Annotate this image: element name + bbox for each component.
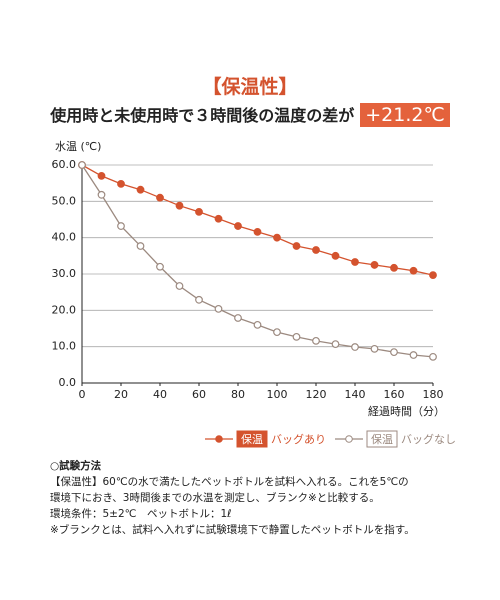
legend-badge-text: 保温: [371, 432, 393, 446]
point: [312, 336, 320, 345]
x-tick-label: 160: [384, 388, 405, 401]
x-tick-label: 180: [423, 388, 444, 401]
legend-badge-text: 保温: [241, 432, 263, 446]
series-line: [81, 164, 434, 276]
y-axis-label: 水温 (℃): [55, 140, 101, 153]
point: [156, 262, 164, 271]
point: [195, 295, 203, 304]
point: [175, 201, 184, 210]
point: [429, 271, 437, 279]
point: [273, 233, 281, 242]
point: [234, 222, 242, 230]
x-tick-label: 40: [153, 388, 167, 401]
point: [253, 227, 262, 236]
point: [409, 266, 418, 275]
point: [214, 214, 223, 223]
point: [409, 351, 418, 359]
point: [370, 344, 379, 353]
x-tick-label: 0: [79, 388, 86, 401]
point: [175, 282, 184, 290]
legend-badge: [366, 430, 398, 448]
legend-marker: [345, 435, 353, 443]
subtitle: 使用時と未使用時で３時間後の温度の差が: [50, 106, 355, 125]
point: [312, 246, 320, 254]
point: [273, 328, 281, 337]
notes-title: ○試験方法: [50, 460, 102, 472]
y-tick-label: 50.0: [52, 194, 77, 207]
point: [117, 179, 125, 188]
point: [195, 207, 203, 216]
legend-badge: [236, 430, 268, 448]
point: [136, 242, 145, 250]
point: [351, 258, 359, 266]
point: [292, 242, 301, 250]
point: [214, 304, 223, 313]
legend-label: バッグなし: [401, 432, 456, 446]
notes-line: 【保温性】60℃の水で満たしたペットボトルを試料へ入れる。これを5℃の: [50, 476, 409, 488]
point: [390, 263, 398, 272]
x-tick-label: 120: [306, 388, 327, 401]
y-tick-label: 10.0: [52, 340, 77, 353]
x-axis-label: 経過時間（分）: [368, 405, 445, 418]
chart: 水温 (℃) 経過時間（分） 0.0 10.0 20.0 30.0 40.0 50.0 60.0…: [52, 140, 456, 448]
notes-line: 環境条件：5±2℃ ペットボトル：1ℓ: [50, 508, 232, 520]
y-tick-label: 30.0: [52, 267, 77, 280]
x-tick-label: 80: [231, 388, 245, 401]
legend-label: バッグあり: [271, 432, 326, 446]
point: [292, 332, 301, 341]
point: [117, 222, 125, 230]
title: 【保温性】: [202, 76, 298, 98]
point: [156, 193, 164, 202]
y-tick-label: 0.0: [59, 376, 77, 389]
point: [234, 314, 242, 322]
point: [253, 320, 262, 329]
highlight: +21.2℃: [360, 103, 450, 127]
x-tick-label: 60: [192, 388, 206, 401]
y-tick-label: 40.0: [52, 231, 77, 244]
point: [331, 251, 340, 260]
point: [331, 340, 340, 349]
point: [429, 352, 437, 361]
notes-line: ※ブランクとは、試料へ入れずに試験環境下で静置したペットボトルを指す。: [50, 524, 415, 536]
point: [390, 348, 398, 357]
point: [97, 190, 106, 199]
x-tick-label: 140: [345, 388, 366, 401]
point: [370, 261, 379, 269]
legend-marker: [215, 435, 223, 443]
point: [97, 171, 106, 180]
x-tick-label: 20: [114, 388, 128, 401]
subtitle-row: 使用時と未使用時で３時間後の温度の差が +21.2℃: [0, 102, 500, 127]
notes: ○試験方法【保温性】60℃の水で満たしたペットボトルを試料へ入れる。これを5℃の…: [50, 458, 470, 538]
y-tick-label: 60.0: [52, 158, 77, 171]
notes-line: 環境下におき、3時間後までの水温を測定し、ブランク※と比較する。: [50, 492, 380, 504]
y-tick-label: 20.0: [52, 303, 77, 316]
point: [351, 343, 359, 351]
x-tick-label: 100: [267, 388, 288, 401]
point: [78, 161, 86, 169]
point: [136, 185, 145, 194]
